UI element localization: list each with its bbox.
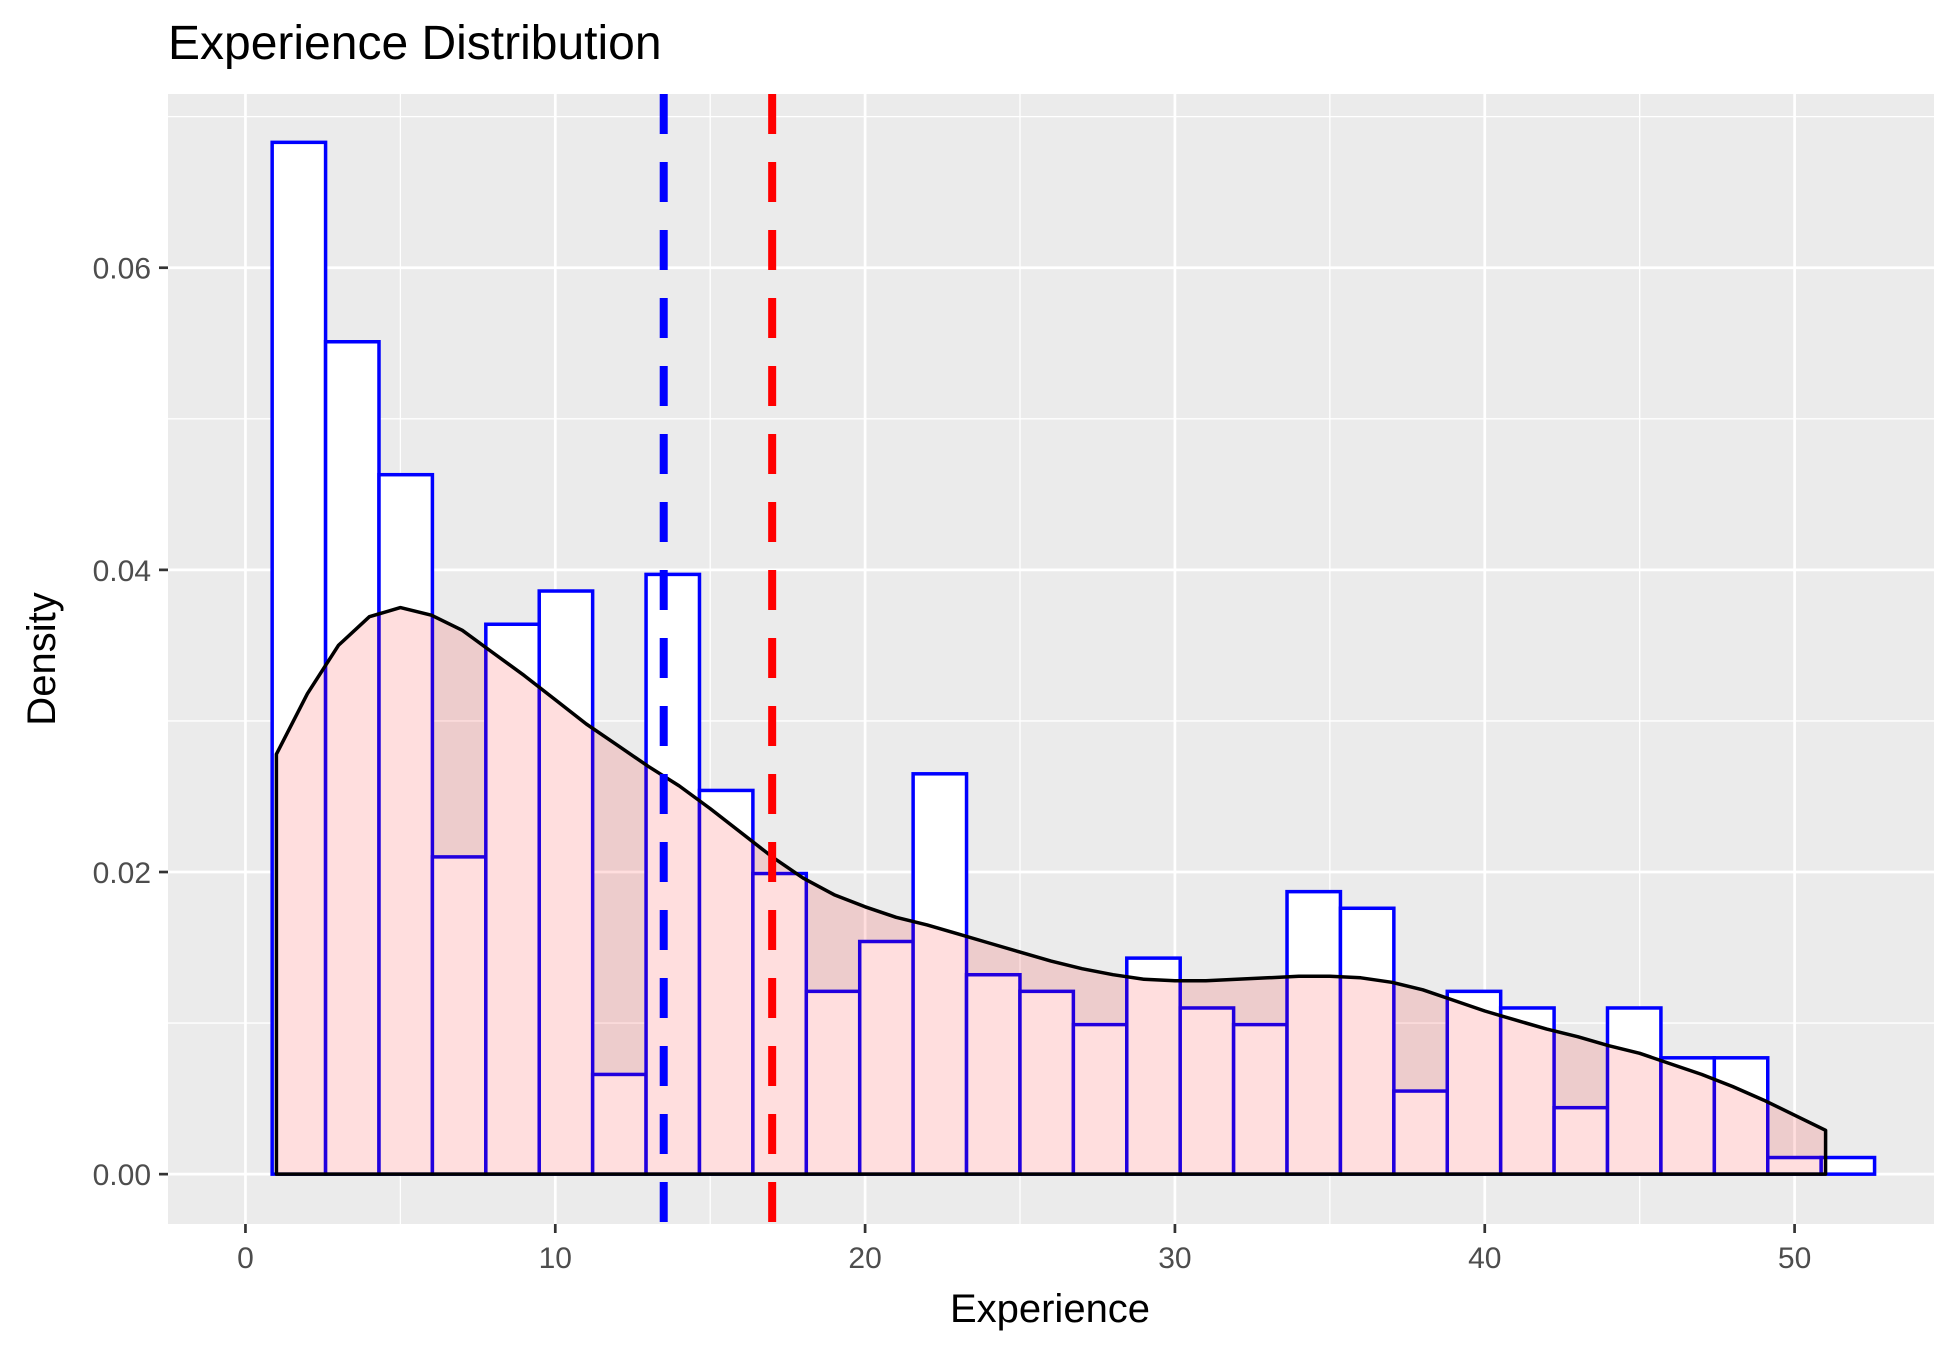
x-axis: 0 10 20 30 40 50 xyxy=(237,1224,1811,1275)
y-axis: 0.00 0.02 0.04 0.06 xyxy=(93,253,168,1192)
density-curve-group xyxy=(274,605,1828,1176)
y-tick-label: 0.04 xyxy=(93,555,151,588)
histogram-bar xyxy=(964,972,1022,1176)
x-tick-label: 30 xyxy=(1158,1242,1191,1275)
histogram-bar xyxy=(644,572,702,1176)
density-area xyxy=(274,605,1828,1176)
x-tick-label: 50 xyxy=(1778,1242,1811,1275)
histogram-bar xyxy=(1338,906,1396,1176)
x-axis-title: Experience xyxy=(950,1287,1150,1331)
histogram-bar xyxy=(430,855,488,1176)
y-tick-label: 0.06 xyxy=(93,253,151,286)
y-tick-label: 0.02 xyxy=(93,857,151,890)
histogram-bar xyxy=(1819,1155,1877,1176)
histogram-bar xyxy=(751,871,809,1176)
chart-title: Experience Distribution xyxy=(168,17,662,70)
x-tick-label: 10 xyxy=(539,1242,572,1275)
reference-lines xyxy=(659,94,777,1224)
y-tick-label: 0.00 xyxy=(93,1159,151,1192)
x-tick-label: 0 xyxy=(237,1242,254,1275)
x-tick-label: 40 xyxy=(1468,1242,1501,1275)
y-axis-title: Density xyxy=(20,592,64,725)
x-tick-label: 20 xyxy=(848,1242,881,1275)
histogram-bars xyxy=(270,140,1877,1176)
histogram-bar xyxy=(1445,989,1503,1176)
histogram-bar xyxy=(911,772,969,1176)
histogram-bar xyxy=(537,589,595,1176)
histogram-bar xyxy=(1018,989,1076,1176)
